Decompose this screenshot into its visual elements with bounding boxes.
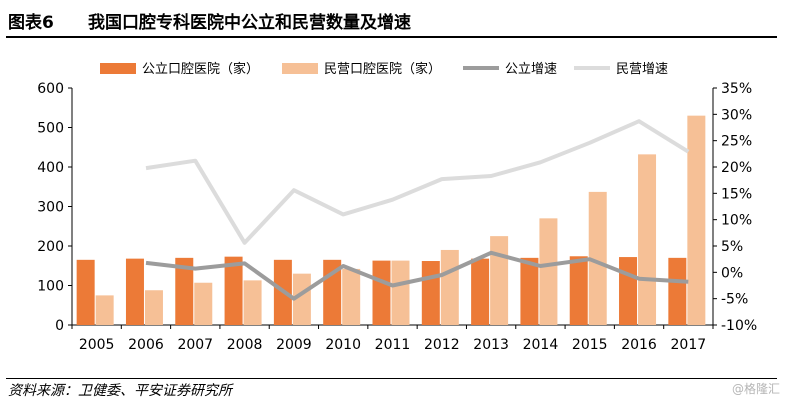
- y-right-tick-label: -10%: [721, 318, 757, 334]
- y-right-tick-label: 5%: [721, 239, 743, 255]
- bar-public: [372, 260, 391, 325]
- line-public-growth: [145, 250, 689, 301]
- y-left-tick-label: 500: [37, 121, 64, 137]
- bar-private: [687, 115, 706, 326]
- bar-private: [342, 268, 361, 325]
- legend-public-bar-label: 公立口腔医院（家）: [142, 61, 259, 77]
- y-right-tick-label: 35%: [721, 81, 752, 97]
- bar-public: [76, 259, 95, 325]
- bar-private: [194, 282, 213, 325]
- header-rule: [6, 36, 777, 38]
- source-note: 资料来源：卫健委、平安证券研究所: [8, 383, 232, 399]
- x-tick-label: 2013: [473, 337, 509, 353]
- x-tick-label: 2011: [375, 337, 411, 353]
- bar-public: [520, 257, 539, 325]
- x-tick-label: 2005: [79, 337, 115, 353]
- x-tick-label: 2014: [523, 337, 559, 353]
- line-private-growth: [145, 119, 690, 245]
- x-tick-label: 2017: [671, 337, 707, 353]
- bar-private: [292, 273, 311, 325]
- figure-label: 图表6: [8, 13, 54, 33]
- bar-public: [471, 258, 490, 325]
- x-tick-label: 2010: [325, 337, 361, 353]
- bar-private: [144, 290, 163, 325]
- y-left-tick-label: 300: [37, 200, 64, 216]
- x-tick-label: 2012: [424, 337, 460, 353]
- x-tick-label: 2016: [621, 337, 657, 353]
- bar-public: [569, 256, 588, 325]
- x-tick-label: 2006: [128, 337, 164, 353]
- y-left-tick-label: 100: [37, 279, 64, 295]
- chart-title: 我国口腔专科医院中公立和民营数量及增速: [88, 13, 411, 33]
- x-tick-label: 2015: [572, 337, 608, 353]
- bar-public: [668, 257, 687, 325]
- bar-private: [588, 191, 607, 325]
- bar-public: [125, 258, 144, 325]
- bar-public: [619, 257, 638, 325]
- bar-private: [638, 154, 657, 325]
- bar-public: [224, 256, 243, 325]
- x-tick-label: 2009: [276, 337, 312, 353]
- bar-private: [391, 260, 410, 325]
- legend-public-growth-label: 公立增速: [505, 62, 557, 77]
- y-right-tick-label: -5%: [721, 292, 748, 308]
- watermark: @格隆汇: [732, 382, 781, 396]
- y-left-tick-label: 0: [55, 318, 64, 334]
- footer-rule: [6, 378, 777, 379]
- legend-private-growth-label: 民营增速: [616, 62, 668, 77]
- x-tick-label: 2008: [227, 337, 263, 353]
- bar-public: [421, 261, 440, 325]
- y-right-tick-label: 15%: [721, 186, 752, 202]
- chart-header: 图表6 我国口腔专科医院中公立和民营数量及增速: [0, 0, 803, 36]
- y-right-tick-label: 20%: [721, 160, 752, 176]
- bar-private: [490, 236, 509, 325]
- legend-public-bar-swatch: [100, 63, 136, 74]
- bar-public: [175, 257, 194, 325]
- x-tick-label: 2007: [177, 337, 213, 353]
- y-right-tick-label: 10%: [721, 213, 752, 229]
- y-right-tick-label: 0%: [721, 265, 743, 281]
- bar-private: [539, 218, 558, 325]
- bar-private: [440, 249, 459, 325]
- y-left-tick-label: 400: [37, 160, 64, 176]
- bar-private: [95, 295, 114, 325]
- legend-private-bar-label: 民营口腔医院（家）: [324, 61, 441, 77]
- y-left-tick-label: 600: [37, 81, 64, 97]
- y-right-tick-label: 25%: [721, 134, 752, 150]
- legend-private-bar-swatch: [282, 63, 318, 74]
- y-right-tick-label: 30%: [721, 107, 752, 123]
- bar-private: [243, 280, 262, 325]
- y-left-tick-label: 200: [37, 239, 64, 255]
